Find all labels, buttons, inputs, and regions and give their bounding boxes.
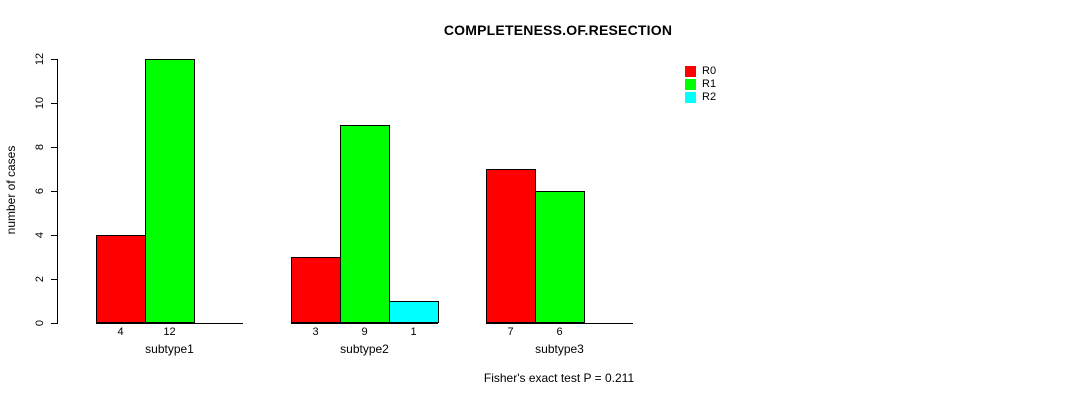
y-axis-tick: [51, 103, 57, 104]
bar-value-label: 12: [163, 326, 176, 338]
category-label: subtype3: [535, 342, 584, 356]
y-axis-tick-label: 10: [34, 96, 46, 110]
bar-R1-subtype1: [145, 59, 195, 323]
legend-item-R1: R1: [685, 78, 716, 90]
y-axis-tick: [51, 147, 57, 148]
annotation-text: Fisher's exact test P = 0.211: [483, 371, 635, 385]
bar-value-label: 9: [361, 326, 368, 338]
bar-R2-subtype2: [389, 301, 439, 323]
category-label: subtype2: [340, 342, 389, 356]
y-axis-tick: [51, 191, 57, 192]
y-axis-tick-label: 12: [34, 52, 46, 66]
y-axis-tick: [51, 59, 57, 60]
legend-label: R0: [702, 65, 717, 77]
legend-label: R2: [702, 91, 717, 103]
legend-item-R2: R2: [685, 91, 716, 103]
legend-swatch-R1: [685, 78, 696, 90]
y-axis-line: [57, 59, 58, 324]
category-label: subtype1: [145, 342, 194, 356]
y-axis-tick: [51, 235, 57, 236]
bar-R1-subtype2: [340, 125, 390, 323]
bar-value-label: 1: [410, 326, 417, 338]
chart-title: COMPLETENESS.OF.RESECTION: [443, 22, 673, 38]
bar-R1-subtype3: [535, 191, 585, 323]
y-axis-tick-label: 2: [34, 275, 46, 283]
legend-swatch-R0: [685, 65, 696, 77]
bar-value-label: 7: [507, 326, 514, 338]
legend-label: R1: [702, 78, 717, 90]
bar-value-label: 3: [312, 326, 319, 338]
y-axis-tick-label: 6: [34, 187, 46, 195]
group-baseline: [486, 323, 633, 324]
y-axis-tick: [51, 323, 57, 324]
y-axis-tick-label: 8: [34, 143, 46, 151]
group-baseline: [96, 323, 243, 324]
y-axis-tick: [51, 279, 57, 280]
legend-swatch-R2: [685, 91, 696, 103]
bar-value-label: 6: [556, 326, 563, 338]
bar-R0-subtype1: [96, 235, 146, 323]
bar-R0-subtype2: [291, 257, 341, 323]
legend-item-R0: R0: [685, 65, 716, 77]
bar-R0-subtype3: [486, 169, 536, 323]
group-baseline: [291, 323, 438, 324]
y-axis-tick-label: 0: [34, 319, 46, 327]
y-axis-tick-label: 4: [34, 231, 46, 239]
bar-value-label: 4: [117, 326, 124, 338]
